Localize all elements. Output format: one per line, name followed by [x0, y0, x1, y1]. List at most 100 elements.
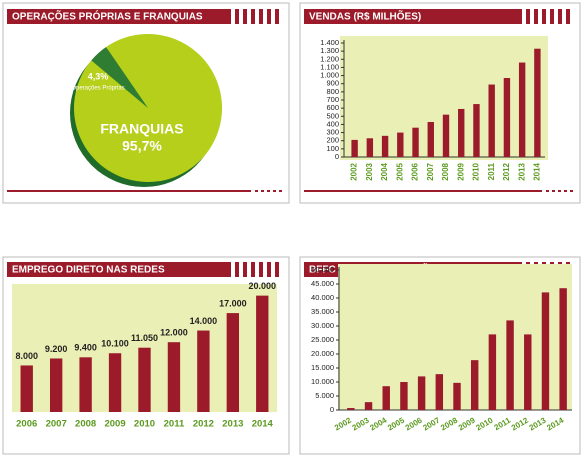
- y-tick-label: 1.100: [320, 62, 339, 71]
- footer-dash: [273, 190, 276, 192]
- bar: [488, 334, 497, 410]
- slice-label: FRANQUIAS: [100, 121, 183, 137]
- slice-value-label: 95,7%: [122, 138, 162, 154]
- header-stripe: [235, 9, 239, 24]
- bar: [506, 320, 514, 410]
- bar: [381, 135, 389, 157]
- bar: [366, 138, 374, 157]
- bar: [473, 104, 480, 157]
- x-tick-label: 2010: [472, 162, 481, 180]
- y-tick-label: 1.400: [320, 38, 339, 47]
- footer-dash: [279, 190, 282, 192]
- bar: [541, 292, 550, 410]
- header-stripe: [267, 262, 271, 277]
- header-stripe: [275, 262, 279, 277]
- bar: [534, 48, 541, 158]
- y-tick-label: 40.000: [311, 293, 334, 302]
- value-label: 9.200: [45, 344, 68, 354]
- header-stripe: [566, 9, 570, 24]
- bar: [138, 347, 151, 412]
- header-stripe: [526, 9, 530, 24]
- header-stripe: [534, 9, 538, 24]
- y-tick-label: 0: [335, 152, 339, 161]
- y-tick-label: 1.300: [320, 46, 339, 55]
- value-label: 12.000: [160, 328, 188, 338]
- x-tick-label: 2005: [395, 162, 404, 180]
- x-tick-label: 2003: [365, 162, 374, 180]
- chart-title: VENDAS (R$ MILHÕES): [309, 10, 421, 23]
- value-label: 17.000: [219, 298, 247, 308]
- bar: [382, 386, 390, 410]
- y-tick-label: 400: [326, 119, 339, 128]
- bar: [458, 108, 465, 157]
- footer-line: [7, 190, 251, 192]
- header-stripe: [275, 9, 279, 24]
- x-tick-label: 2004: [380, 162, 389, 180]
- value-label: 11.050: [131, 333, 158, 343]
- pie-slice: [73, 34, 222, 182]
- y-tick-label: 0: [330, 405, 334, 414]
- y-tick-label: 100: [326, 144, 339, 153]
- x-tick-label: 2010: [134, 419, 155, 430]
- bar: [524, 334, 532, 410]
- bar: [226, 313, 240, 412]
- y-tick-label: 600: [326, 103, 339, 112]
- footer-dash: [255, 190, 258, 192]
- bar: [559, 288, 567, 410]
- x-tick-label: 2002: [350, 162, 359, 180]
- bar: [518, 62, 526, 157]
- x-tick-label: 2006: [16, 419, 37, 430]
- y-tick-label: 900: [326, 79, 339, 88]
- footer-dash: [558, 190, 561, 192]
- footer-dash: [261, 190, 264, 192]
- chart-title: OPERAÇÕES PRÓPRIAS E FRANQUIAS: [12, 10, 203, 23]
- value-label: 9.400: [74, 343, 97, 353]
- y-tick-label: 10.000: [311, 377, 334, 386]
- x-tick-label: 2012: [193, 419, 214, 430]
- x-tick-label: 2009: [456, 162, 465, 180]
- x-tick-label: 2009: [104, 419, 125, 430]
- header-stripe: [259, 9, 263, 24]
- footer-line: [304, 190, 542, 192]
- header-stripe: [251, 262, 255, 277]
- x-tick-label: 2007: [46, 419, 67, 430]
- header-stripe: [235, 262, 239, 277]
- bar: [20, 365, 33, 412]
- y-tick-label: 45.000: [311, 279, 334, 288]
- value-label: 10.100: [101, 339, 129, 349]
- bar: [167, 342, 181, 412]
- bar: [435, 374, 444, 410]
- y-tick-label: 1.000: [320, 71, 339, 80]
- value-label: 14.000: [190, 316, 218, 326]
- y-tick-label: 5.000: [315, 391, 334, 400]
- header-stripe: [542, 9, 546, 24]
- bar: [79, 357, 92, 412]
- value-label: 8.000: [15, 351, 38, 361]
- bar: [470, 360, 479, 410]
- header-stripe: [259, 262, 263, 277]
- bar: [442, 114, 450, 157]
- footer-dash: [570, 190, 573, 192]
- x-tick-label: 2007: [426, 162, 435, 180]
- x-tick-label: 2014: [532, 162, 541, 180]
- y-tick-label: 35.000: [311, 307, 334, 316]
- header-bar: [7, 262, 231, 277]
- bar: [412, 127, 419, 157]
- bar: [397, 132, 404, 157]
- y-tick-label: 20.000: [311, 349, 334, 358]
- header-stripe: [267, 9, 271, 24]
- header-stripe: [558, 9, 562, 24]
- header-bar: [7, 9, 231, 24]
- x-tick-label: 2014: [252, 419, 274, 430]
- y-tick-label: 800: [326, 87, 339, 96]
- x-tick-label: 2013: [222, 419, 243, 430]
- bar: [351, 139, 358, 157]
- y-tick-label: 25.000: [311, 335, 334, 344]
- y-tick-label: 1.200: [320, 54, 339, 63]
- y-tick-label: 500: [326, 111, 339, 120]
- bar: [197, 330, 210, 412]
- y-tick-label: 700: [326, 95, 339, 104]
- bar: [49, 358, 63, 412]
- slice-label: Operações Próprias: [71, 86, 124, 92]
